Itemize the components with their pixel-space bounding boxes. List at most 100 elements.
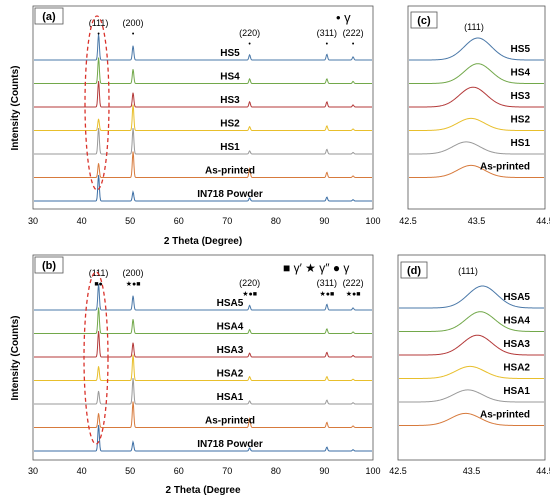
x-tick-44-5: 44.5 <box>536 216 550 226</box>
peak-marker-220: ★●■ <box>242 290 257 298</box>
panel-c-label: (c) <box>417 15 431 27</box>
trace-hs2 <box>409 117 544 131</box>
trace-hsa5 <box>34 284 372 311</box>
series-label-hs5: HS5 <box>511 44 531 55</box>
panel-a-x-axis-label: 2 Theta (Degree) <box>164 236 242 247</box>
panel-c-label-box <box>410 11 438 29</box>
peak-label-311: (311) <box>317 28 337 38</box>
series-label-hs1: HS1 <box>511 138 531 149</box>
panel-b-label-box <box>34 256 64 274</box>
panel-c: HS5 HS4 HS3 HS2 HS1 As-printed (c) (111) 42.5… <box>399 5 550 226</box>
peak-marker-200: • <box>132 31 135 38</box>
peak-marker-111: ■● <box>94 281 102 288</box>
series-label-hsa2: HSA2 <box>503 363 530 374</box>
series-label-hsa1: HSA1 <box>503 386 530 397</box>
peak-label-220: (220) <box>239 28 260 38</box>
trace-in718-powder <box>34 175 372 202</box>
trace-hsa2 <box>399 365 544 379</box>
series-label-hsa1: HSA1 <box>217 392 244 403</box>
x-tick-80: 80 <box>271 216 281 226</box>
peak-label-220: (220) <box>239 278 260 288</box>
panel-d-label-box <box>400 261 428 279</box>
trace-hsa1 <box>34 378 372 405</box>
series-label-in718-powder: IN718 Powder <box>197 189 263 200</box>
panel-c-frame <box>407 5 546 210</box>
x-tick-50: 50 <box>125 466 135 476</box>
x-tick-42-5: 42.5 <box>389 466 407 476</box>
peak-marker-222: • <box>352 41 355 48</box>
panel-d-traces <box>399 285 544 426</box>
trace-hs1 <box>409 141 544 155</box>
series-label-in718-powder: IN718 Powder <box>197 439 263 450</box>
peak-marker-311: • <box>326 41 329 48</box>
x-tick-90: 90 <box>319 466 329 476</box>
x-tick-40: 40 <box>77 466 87 476</box>
panel-d-series-labels: HSA5 HSA4 HSA3 HSA2 HSA1 As-printed <box>480 292 530 421</box>
panel-b-x-axis-label: 2 Theta (Degree <box>165 485 240 496</box>
x-tick-70: 70 <box>222 216 232 226</box>
panel-c-peak-label: (111) <box>464 22 484 32</box>
panel-b-traces <box>34 284 372 452</box>
series-label-hsa2: HSA2 <box>217 369 244 380</box>
series-label-hs4: HS4 <box>511 68 531 79</box>
trace-hsa4 <box>399 311 544 332</box>
trace-hsa4 <box>34 307 372 334</box>
trace-hsa3 <box>34 331 372 358</box>
series-label-as-printed: As-printed <box>205 416 255 427</box>
series-label-hs1: HS1 <box>220 142 240 153</box>
x-tick-30: 30 <box>28 466 38 476</box>
series-label-as-printed: As-printed <box>480 162 530 173</box>
panel-a-series-labels: HS5 HS4 HS3 HS2 HS1 As-printed IN718 Powder <box>197 48 263 200</box>
panel-c-x-ticks: 42.5 43.5 44.5 <box>399 216 550 226</box>
trace-hs5 <box>34 34 372 61</box>
trace-hs5 <box>409 37 544 61</box>
peak-marker-200: ★●■ <box>126 280 141 288</box>
series-label-as-printed: As-printed <box>205 166 255 177</box>
trace-hs2 <box>34 104 372 131</box>
series-label-hs4: HS4 <box>220 72 240 83</box>
peak-label-200: (200) <box>123 268 144 278</box>
panel-c-series-labels: HS5 HS4 HS3 HS2 HS1 As-printed <box>480 44 530 173</box>
peak-label-222: (222) <box>343 278 364 288</box>
x-tick-43-5: 43.5 <box>468 216 486 226</box>
trace-as-printed <box>409 164 544 178</box>
trace-as-printed <box>34 401 372 428</box>
trace-hs3 <box>409 86 544 108</box>
peak-marker-311: ★●■ <box>319 290 334 298</box>
panel-a: (111) • (200) • (220) • (311) • (222) • HS5 HS4 HS3… <box>28 5 381 247</box>
trace-as-printed <box>399 412 544 426</box>
peak-marker-111: • <box>97 31 100 38</box>
series-label-hsa3: HSA3 <box>503 339 530 350</box>
trace-hs4 <box>34 57 372 84</box>
trace-in718-powder <box>34 425 372 452</box>
panel-d-frame <box>397 254 546 461</box>
x-tick-70: 70 <box>222 466 232 476</box>
panel-d: HSA5 HSA4 HSA3 HSA2 HSA1 As-printed (d) (111)… <box>389 254 550 476</box>
panel-a-label: (a) <box>42 11 56 23</box>
series-label-hs2: HS2 <box>220 119 240 130</box>
panel-b-x-ticks: 30 40 50 60 70 80 90 100 <box>28 466 381 476</box>
panel-c-traces <box>409 37 544 178</box>
panel-a-label-box <box>34 7 64 25</box>
x-tick-40: 40 <box>77 216 87 226</box>
x-tick-80: 80 <box>271 466 281 476</box>
series-label-hsa3: HSA3 <box>217 345 244 356</box>
trace-hs3 <box>34 81 372 108</box>
series-label-hs3: HS3 <box>220 95 240 106</box>
series-label-hsa4: HSA4 <box>503 316 530 327</box>
panel-b-series-labels: HSA5 HSA4 HSA3 HSA2 HSA1 As-printed IN718 Powd… <box>197 298 263 450</box>
trace-hs1 <box>34 128 372 155</box>
trace-hsa2 <box>34 354 372 381</box>
peak-label-200: (200) <box>123 18 144 28</box>
peak-label-311: (311) <box>317 278 337 288</box>
series-label-hsa5: HSA5 <box>503 292 530 303</box>
series-label-hsa5: HSA5 <box>217 298 244 309</box>
panel-b-label: (b) <box>42 260 56 272</box>
series-label-as-printed: As-printed <box>480 410 530 421</box>
x-tick-90: 90 <box>319 216 329 226</box>
panel-a-x-ticks: 30 40 50 60 70 80 90 100 <box>28 216 381 226</box>
panel-d-peak-label: (111) <box>458 266 478 276</box>
x-tick-60: 60 <box>174 466 184 476</box>
trace-hs4 <box>409 63 544 84</box>
